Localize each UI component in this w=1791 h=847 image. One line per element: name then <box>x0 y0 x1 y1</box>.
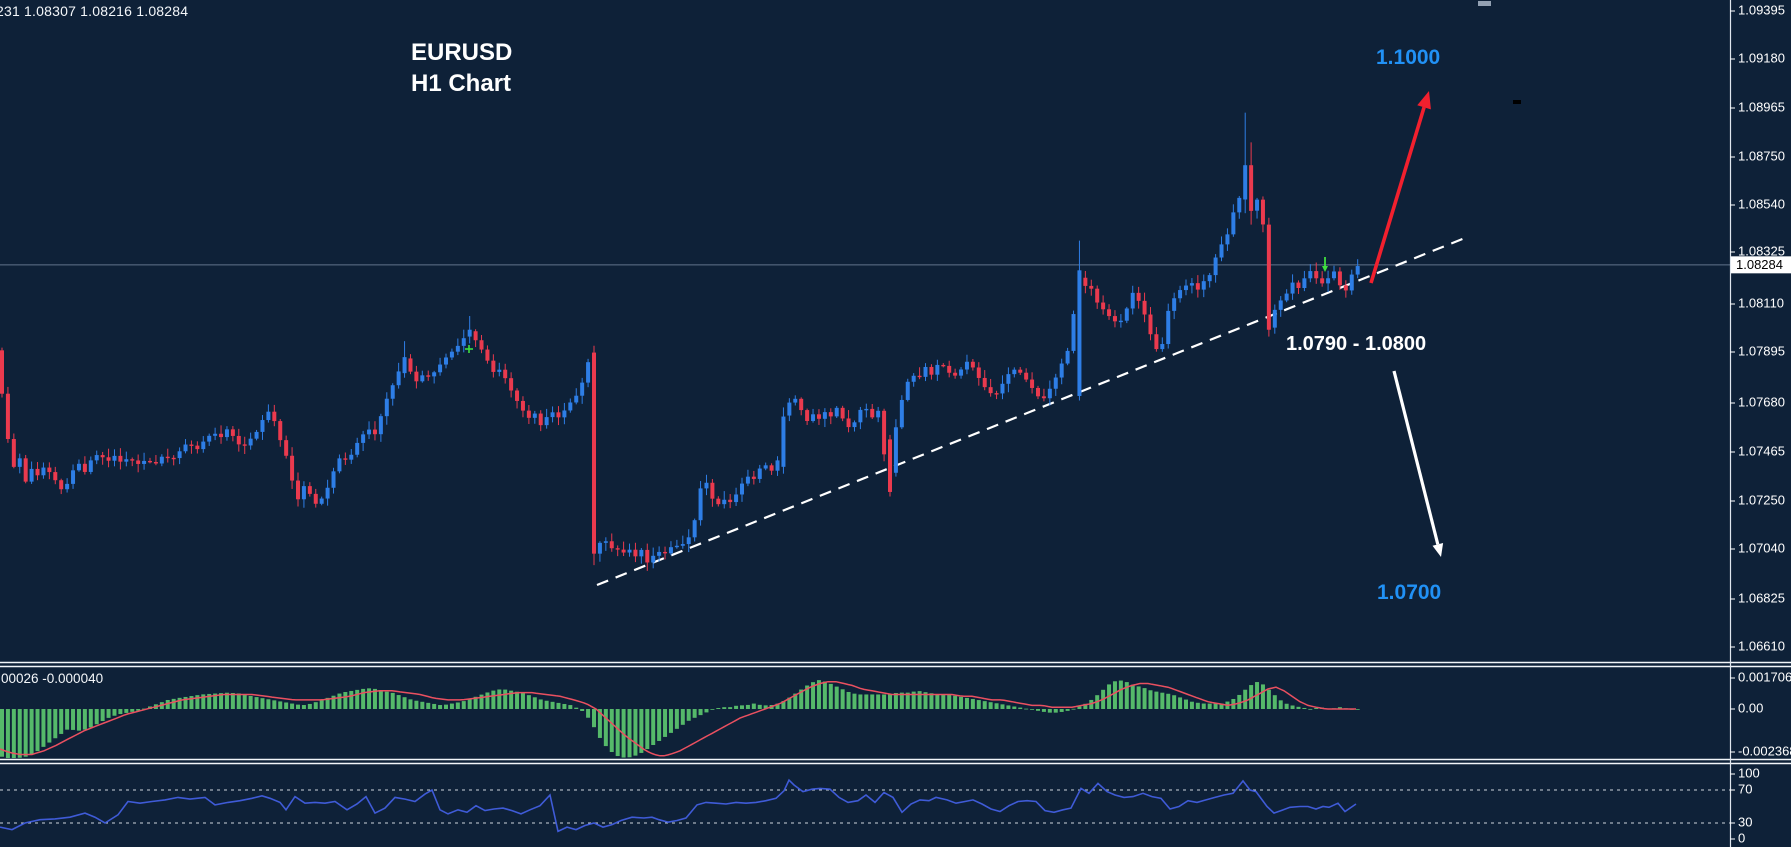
rsi-indicator <box>0 778 1730 833</box>
svg-text:1.09395: 1.09395 <box>1738 2 1785 17</box>
macd-values-readout: 00026 -0.000040 <box>1 671 104 686</box>
panel-separators <box>0 661 1791 765</box>
svg-text:1.08965: 1.08965 <box>1738 99 1785 114</box>
svg-text:1.07040: 1.07040 <box>1738 540 1785 555</box>
svg-text:1.08750: 1.08750 <box>1738 148 1785 163</box>
timeframe-title: H1 Chart <box>411 70 512 97</box>
target-up-annotation: 1.1000 <box>1376 46 1441 69</box>
svg-text:1.08325: 1.08325 <box>1738 243 1785 258</box>
price-axis: 1.09395 1.09180 1.08965 1.08750 1.08540 1.083… <box>1729 0 1791 847</box>
svg-text:1.06825: 1.06825 <box>1738 590 1785 605</box>
svg-text:1.06610: 1.06610 <box>1738 638 1785 653</box>
bearish-target-arrow <box>1392 370 1444 557</box>
svg-text:30: 30 <box>1738 814 1752 829</box>
svg-text:1.07680: 1.07680 <box>1738 394 1785 409</box>
svg-text:1.08540: 1.08540 <box>1738 196 1785 211</box>
macd-indicator <box>0 680 1360 759</box>
svg-text:0.00: 0.00 <box>1738 700 1763 715</box>
ohlc-readout: 231 1.08307 1.08216 1.08284 <box>0 3 189 19</box>
target-down-annotation: 1.0700 <box>1377 581 1442 604</box>
svg-text:1.07250: 1.07250 <box>1738 492 1785 507</box>
svg-text:0: 0 <box>1738 830 1745 845</box>
svg-text:-0.002368: -0.002368 <box>1738 743 1791 758</box>
svg-text:1.08284: 1.08284 <box>1736 257 1783 272</box>
symbol-title: EURUSD <box>411 39 513 66</box>
svg-text:1.08110: 1.08110 <box>1738 295 1784 310</box>
svg-text:0.001706: 0.001706 <box>1738 669 1791 684</box>
svg-text:1.07895: 1.07895 <box>1738 343 1785 358</box>
svg-text:100: 100 <box>1738 765 1760 780</box>
trade-markers <box>465 1 1521 353</box>
current-price-tag: 1.08284 <box>1731 256 1791 274</box>
svg-text:70: 70 <box>1738 781 1752 796</box>
svg-text:1.07465: 1.07465 <box>1738 443 1785 458</box>
bullish-target-arrow <box>1369 91 1431 284</box>
candlestick-series <box>0 112 1360 571</box>
svg-text:1.09180: 1.09180 <box>1738 50 1785 65</box>
trendline-dashed <box>596 236 1466 587</box>
resistance-zone-annotation: 1.0790 - 1.0800 <box>1286 333 1427 355</box>
